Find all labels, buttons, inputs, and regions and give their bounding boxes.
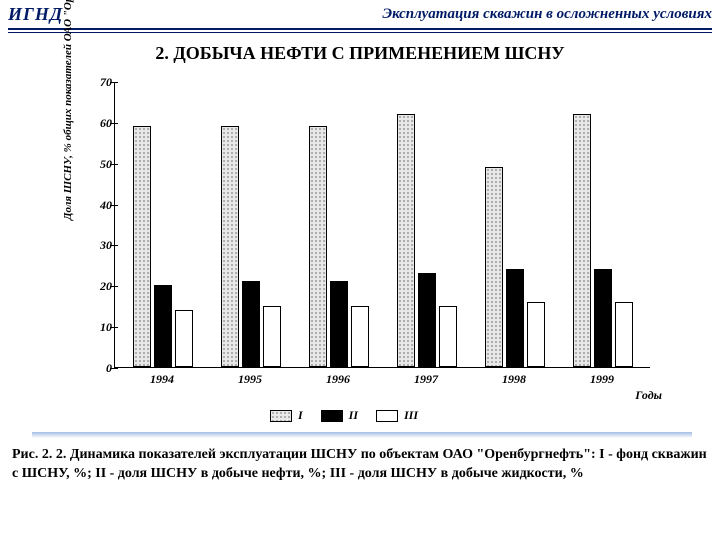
decorative-shadow bbox=[32, 432, 692, 438]
bar-III-1996 bbox=[351, 306, 369, 367]
legend-label-2: II bbox=[349, 408, 358, 423]
header: ИГНД Эксплуатация скважин в осложненных … bbox=[0, 0, 720, 28]
header-right: Эксплуатация скважин в осложненных услов… bbox=[63, 6, 712, 23]
legend-item-3: III bbox=[376, 408, 418, 423]
legend-item-1: I bbox=[270, 408, 303, 423]
legend-swatch-3 bbox=[376, 410, 398, 422]
bar-II-1996 bbox=[330, 281, 348, 367]
bar-III-1997 bbox=[439, 306, 457, 367]
bar-III-1994 bbox=[175, 310, 193, 367]
bar-III-1999 bbox=[615, 302, 633, 367]
bar-I-1998 bbox=[485, 167, 503, 367]
x-category-label: 1999 bbox=[572, 372, 632, 387]
bar-I-1999 bbox=[573, 114, 591, 367]
bar-II-1994 bbox=[154, 285, 172, 367]
legend: I II III bbox=[270, 408, 418, 423]
bar-II-1995 bbox=[242, 281, 260, 367]
bar-I-1995 bbox=[221, 126, 239, 367]
x-axis-label: Годы bbox=[635, 388, 662, 403]
divider-thin bbox=[8, 32, 712, 33]
bar-II-1997 bbox=[418, 273, 436, 367]
y-axis-label: Доля ШСНУ, % общих показателей ОАО "Орен… bbox=[62, 0, 74, 220]
y-tick-mark bbox=[110, 205, 118, 206]
y-tick-mark bbox=[110, 327, 118, 328]
legend-label-1: I bbox=[298, 408, 303, 423]
x-category-label: 1996 bbox=[308, 372, 368, 387]
bar-I-1994 bbox=[133, 126, 151, 367]
y-tick-mark bbox=[110, 82, 118, 83]
legend-swatch-2 bbox=[321, 410, 343, 422]
x-category-label: 1994 bbox=[132, 372, 192, 387]
y-tick-mark bbox=[110, 368, 118, 369]
bar-I-1997 bbox=[397, 114, 415, 367]
x-category-label: 1997 bbox=[396, 372, 456, 387]
plot-area bbox=[114, 82, 650, 368]
bar-III-1995 bbox=[263, 306, 281, 367]
y-tick-mark bbox=[110, 123, 118, 124]
divider-thick bbox=[8, 28, 712, 30]
header-left: ИГНД bbox=[8, 4, 63, 25]
bar-II-1998 bbox=[506, 269, 524, 367]
legend-swatch-1 bbox=[270, 410, 292, 422]
legend-label-3: III bbox=[404, 408, 418, 423]
bar-I-1996 bbox=[309, 126, 327, 367]
y-tick-mark bbox=[110, 286, 118, 287]
legend-item-2: II bbox=[321, 408, 358, 423]
page-title: 2. ДОБЫЧА НЕФТИ С ПРИМЕНЕНИЕМ ШСНУ bbox=[0, 37, 720, 70]
y-tick-mark bbox=[110, 245, 118, 246]
figure-caption: Рис. 2. 2. Динамика показателей эксплуат… bbox=[12, 446, 708, 484]
x-category-label: 1998 bbox=[484, 372, 544, 387]
chart-container: Доля ШСНУ, % общих показателей ОАО "Орен… bbox=[70, 70, 660, 430]
bar-II-1999 bbox=[594, 269, 612, 367]
x-category-label: 1995 bbox=[220, 372, 280, 387]
y-tick-mark bbox=[110, 164, 118, 165]
bar-III-1998 bbox=[527, 302, 545, 367]
page-root: ИГНД Эксплуатация скважин в осложненных … bbox=[0, 0, 720, 540]
